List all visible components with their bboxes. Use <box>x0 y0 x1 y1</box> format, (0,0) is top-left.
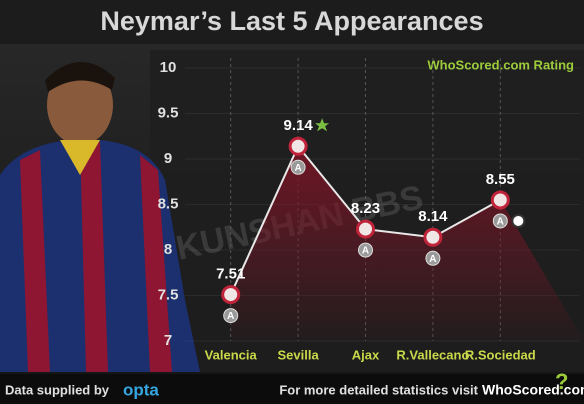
x-tick-label: Sevilla <box>277 347 319 362</box>
y-tick-label: 10 <box>160 59 177 76</box>
y-tick-label: 7.5 <box>158 286 179 303</box>
y-tick-label: 8.5 <box>158 195 179 212</box>
x-tick-label: Ajax <box>352 347 380 362</box>
value-label: 7.51 <box>216 266 245 283</box>
footer-site: WhoScored.com <box>482 382 584 398</box>
venue-badge <box>358 242 373 258</box>
point <box>490 190 510 210</box>
venue-label: A <box>294 163 301 174</box>
area <box>230 146 584 341</box>
footer-source-prefix: Data supplied by <box>5 382 110 397</box>
point <box>221 285 241 305</box>
point <box>356 219 375 239</box>
venue-badge <box>290 159 306 175</box>
y-tick-label: 9.5 <box>158 104 179 121</box>
x-tick-label: R.Vallecano <box>396 347 469 362</box>
footer-source: opta <box>123 380 159 399</box>
player-image <box>0 61 200 372</box>
y-tick-label: 8 <box>164 241 172 258</box>
x-tick-label: R.Sociedad <box>465 347 536 362</box>
x-tick-label: Valencia <box>205 347 258 362</box>
point <box>423 227 443 247</box>
venue-label: A <box>227 311 234 322</box>
venue-badge <box>223 308 239 324</box>
venue-label: A <box>362 246 369 257</box>
venue-badge <box>492 213 508 229</box>
ball-icon <box>511 213 526 228</box>
title-bar <box>0 0 584 44</box>
value-label: 8.14 <box>418 208 448 225</box>
footer-bar <box>0 374 584 404</box>
venue-label: A <box>429 254 436 265</box>
footer-visit-text: For more detailed statistics visit <box>279 382 478 397</box>
point <box>288 136 308 156</box>
value-label: 9.14 <box>283 117 313 134</box>
value-label: 8.55 <box>486 171 515 188</box>
venue-badge <box>425 250 441 266</box>
logo-question: ? <box>555 369 568 394</box>
chart-title: Neymar’s Last 5 Appearances <box>100 6 483 36</box>
star-icon <box>315 118 330 132</box>
y-tick-label: 7 <box>164 332 172 349</box>
value-label: 8.23 <box>351 200 380 217</box>
venue-label: A <box>497 217 504 228</box>
y-tick-label: 9 <box>164 150 172 167</box>
